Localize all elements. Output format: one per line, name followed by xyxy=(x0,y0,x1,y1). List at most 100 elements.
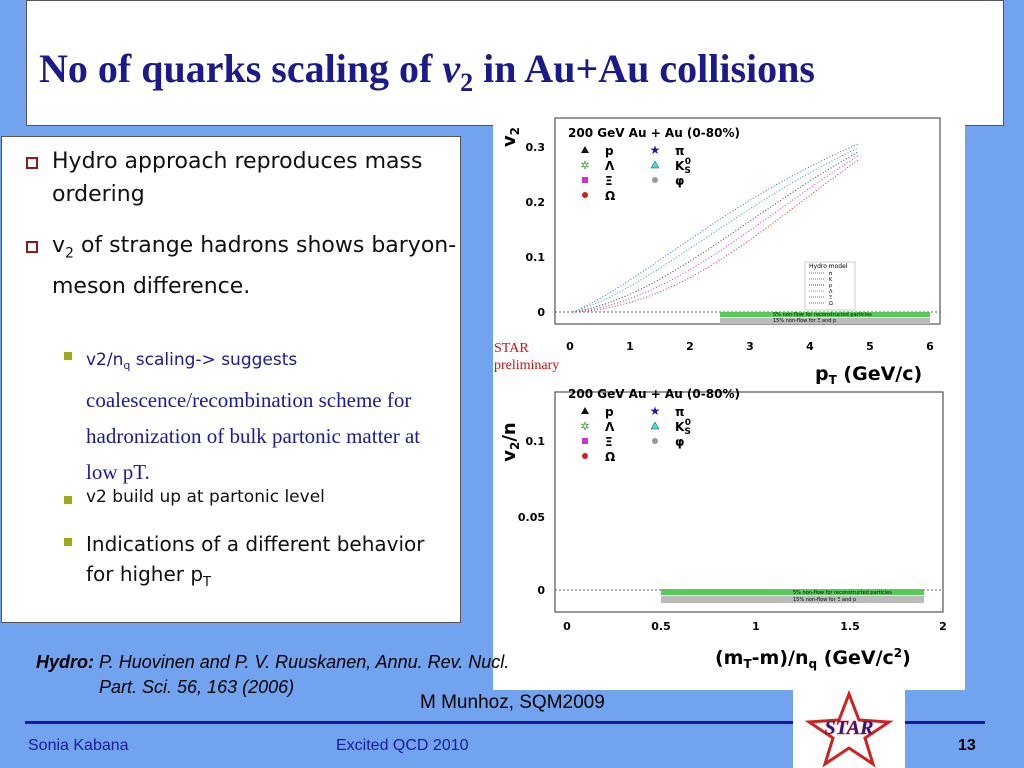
legend-marker xyxy=(582,192,588,198)
x-tick-label: 1.5 xyxy=(840,620,860,633)
reference: Hydro: P. Huovinen and P. V. Ruuskanen, … xyxy=(36,650,519,700)
legend-marker xyxy=(650,421,660,430)
logo-text: STAR xyxy=(825,717,874,739)
legend-marker xyxy=(582,438,588,444)
bullet: Hydro approach reproduces mass ordering xyxy=(26,145,457,211)
nonflow-band xyxy=(720,318,930,324)
legend-text: Ξ xyxy=(605,174,613,188)
legend-text: Ω xyxy=(605,450,615,464)
legend-text: p xyxy=(605,405,614,419)
legend-marker xyxy=(581,146,589,153)
band-label: 15% non-flow for Ξ and p xyxy=(793,597,856,603)
y-axis-label: v2 xyxy=(499,127,522,147)
bullet-text: of strange hadrons shows baryon-meson di… xyxy=(52,233,457,300)
label-text: /n xyxy=(499,422,520,441)
bullet: v2 of strange hadrons shows baryon-meson… xyxy=(26,229,457,303)
label-text: p xyxy=(815,363,829,385)
stamp-line: STAR xyxy=(494,341,529,356)
label-text: v xyxy=(499,450,520,462)
hydro-legend-label: Ω xyxy=(829,301,833,307)
bullet-text: v2/n xyxy=(86,350,124,370)
title-box: No of quarks scaling of v2 in Au+Au coll… xyxy=(26,0,1004,126)
title-text: No of quarks scaling of xyxy=(39,46,443,91)
legend-label: KS0 xyxy=(675,418,691,437)
legend-marker: ✲ xyxy=(580,159,589,172)
bullet-text: v xyxy=(52,233,66,258)
nonflow-band xyxy=(720,312,930,317)
legend-text: K xyxy=(675,159,685,173)
legend-label: Ω xyxy=(605,450,615,464)
label-sub: q xyxy=(809,657,818,671)
footer-event: Excited QCD 2010 xyxy=(336,737,469,754)
hydro-legend-label: Λ xyxy=(829,289,833,295)
legend-label: π xyxy=(675,144,685,158)
legend-marker: ★ xyxy=(650,404,661,418)
credit: M Munhoz, SQM2009 xyxy=(420,692,605,713)
stamp-line: preliminary xyxy=(494,358,560,373)
y-tick-label: 0.2 xyxy=(526,196,546,209)
label-text: v xyxy=(499,135,520,147)
band-label: 5% non-flow for reconstructed particles xyxy=(793,590,892,596)
footer-line xyxy=(25,721,985,724)
legend-text: φ xyxy=(675,435,684,449)
logo-graphic: STAR xyxy=(804,689,894,768)
bottom-plot: 0 0.05 0.1 0 0.5 1 1.5 2 200 GeV Au + Au (0-80%)… xyxy=(499,387,947,671)
sub-bullet: v2/nq scaling-> suggests coalescence/rec… xyxy=(64,343,456,491)
legend-label: π xyxy=(675,405,685,419)
x-tick-label: 0 xyxy=(563,620,571,633)
x-tick-label: 0 xyxy=(566,340,574,353)
bullet-text: Indications of a different behavior for … xyxy=(86,532,425,586)
nonflow-band xyxy=(661,596,924,603)
plot-panel: 0 0.1 0.2 0.3 0 1 2 3 4 5 6 200 GeV Au + Au (0-80%)… xyxy=(493,112,965,690)
legend-marker: ★ xyxy=(650,143,661,157)
legend-title: 200 GeV Au + Au (0-80%) xyxy=(568,387,740,401)
legend-label: Ξ xyxy=(605,435,613,449)
x-axis-label: pT (GeV/c) xyxy=(815,363,922,387)
x-tick-label: 1 xyxy=(626,340,634,353)
label-sub: 2 xyxy=(508,127,522,135)
stamp: STAR preliminary xyxy=(494,340,559,374)
legend-label: p xyxy=(605,405,614,419)
y-tick-label: 0.05 xyxy=(518,511,545,524)
y-tick-label: 0.1 xyxy=(526,435,546,448)
x-tick-label: 0.5 xyxy=(651,620,671,633)
legend-label: Ω xyxy=(605,189,615,203)
label-text: (m xyxy=(715,647,743,669)
x-tick-label: 5 xyxy=(866,340,874,353)
y-axis-label: v2/n xyxy=(499,422,522,461)
legend-sup: 0 xyxy=(685,157,691,167)
legend-text: π xyxy=(675,405,685,419)
nonflow-band xyxy=(661,589,924,595)
legend-text: p xyxy=(605,144,614,158)
title-text: in Au+Au collisions xyxy=(473,46,815,91)
reference-text: P. Huovinen and P. V. Ruuskanen, Annu. R… xyxy=(99,652,510,697)
legend-label: Λ xyxy=(605,159,615,173)
slide-title: No of quarks scaling of v2 in Au+Au coll… xyxy=(39,45,815,98)
page-number: 13 xyxy=(958,737,976,754)
label-sub: 2 xyxy=(508,442,522,450)
bullet-sub: T xyxy=(203,575,211,590)
hydro-curve xyxy=(572,151,859,313)
x-tick-label: 2 xyxy=(686,340,694,353)
bullet-sub: 2 xyxy=(65,245,74,262)
legend-text: K xyxy=(675,420,685,434)
y-tick-label: 0 xyxy=(537,584,545,597)
legend-marker xyxy=(582,177,588,183)
top-plot: 0 0.1 0.2 0.3 0 1 2 3 4 5 6 200 GeV Au + Au (0-80%)… xyxy=(499,117,941,387)
legend-marker xyxy=(582,453,588,459)
hydro-legend-box xyxy=(804,261,856,311)
bullet-text: scaling-> suggests xyxy=(130,350,298,370)
title-var: v xyxy=(442,46,461,91)
legend-text: Λ xyxy=(605,420,615,434)
legend-marker xyxy=(652,438,658,444)
label-text: (GeV/c) xyxy=(837,363,922,385)
x-tick-label: 6 xyxy=(926,340,934,353)
label-text: (GeV/c xyxy=(817,647,894,669)
legend-sup: 0 xyxy=(685,418,691,428)
legend-label: Ξ xyxy=(605,174,613,188)
legend-sub: S xyxy=(684,166,690,176)
legend-text: φ xyxy=(675,174,684,188)
bullet-sub: q xyxy=(123,359,131,373)
legend-label: p xyxy=(605,144,614,158)
legend-marker xyxy=(581,407,589,414)
